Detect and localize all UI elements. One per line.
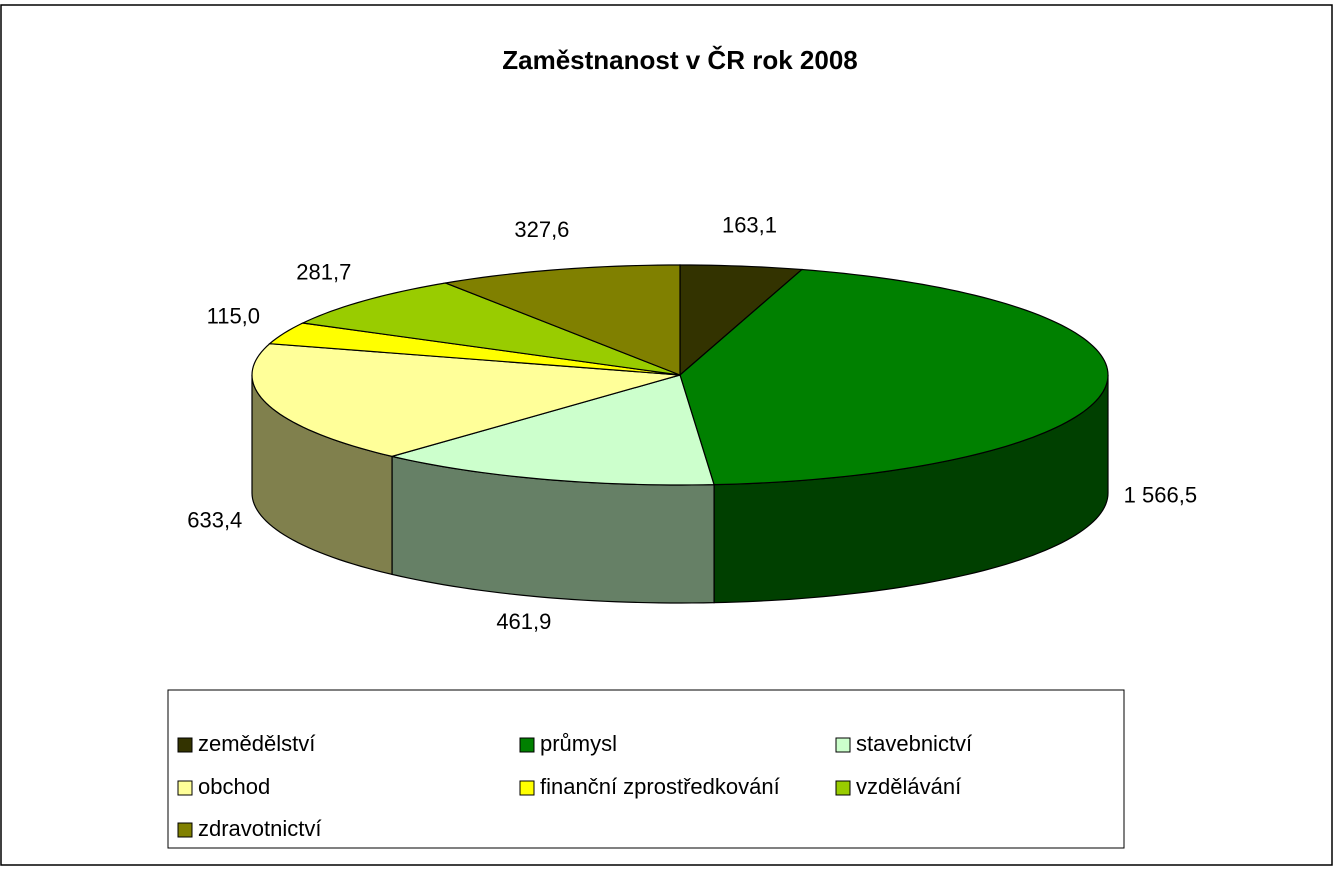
pie-slice bbox=[443, 264, 681, 376]
legend-swatch bbox=[177, 822, 193, 838]
legend-label: obchod bbox=[198, 774, 270, 799]
data-label: 633,4 bbox=[187, 507, 242, 532]
chart-title: Zaměstnanost v ČR rok 2008 bbox=[502, 45, 857, 75]
legend-label: finanční zprostředkování bbox=[540, 774, 780, 799]
legend-swatch bbox=[835, 780, 851, 796]
legend-swatch bbox=[519, 780, 535, 796]
data-label: 115,0 bbox=[207, 304, 260, 329]
pie-slice bbox=[268, 322, 681, 376]
data-label: 281,7 bbox=[296, 260, 351, 285]
legend-label: zdravotnictví bbox=[198, 816, 322, 841]
legend-box bbox=[167, 689, 1125, 849]
legend-swatch bbox=[835, 737, 851, 753]
legend-swatch bbox=[177, 737, 193, 753]
legend-label: vzdělávání bbox=[856, 774, 961, 799]
data-label: 163,1 bbox=[722, 212, 777, 237]
data-label: 327,6 bbox=[514, 217, 569, 242]
legend-label: průmysl bbox=[540, 731, 617, 756]
data-labels: 163,1 1 566,5 461,9 633,4 115,0 281,7 327,6 bbox=[187, 212, 1197, 634]
pie-slice bbox=[300, 282, 681, 376]
legend-label: stavebnictví bbox=[856, 731, 972, 756]
legend-swatch bbox=[519, 737, 535, 753]
legend-swatch bbox=[177, 780, 193, 796]
data-label: 461,9 bbox=[496, 609, 551, 634]
pie-slice bbox=[679, 264, 804, 377]
legend-label: zemědělství bbox=[198, 731, 315, 756]
pie-slice bbox=[251, 343, 681, 457]
legend: zemědělství průmysl stavebnictví obchod fina… bbox=[177, 731, 972, 841]
pie-slice bbox=[679, 268, 1109, 486]
pie-tops bbox=[251, 264, 1109, 486]
pie-sides bbox=[251, 374, 1109, 604]
pie-slice bbox=[391, 374, 715, 486]
data-label: 1 566,5 bbox=[1124, 483, 1197, 508]
